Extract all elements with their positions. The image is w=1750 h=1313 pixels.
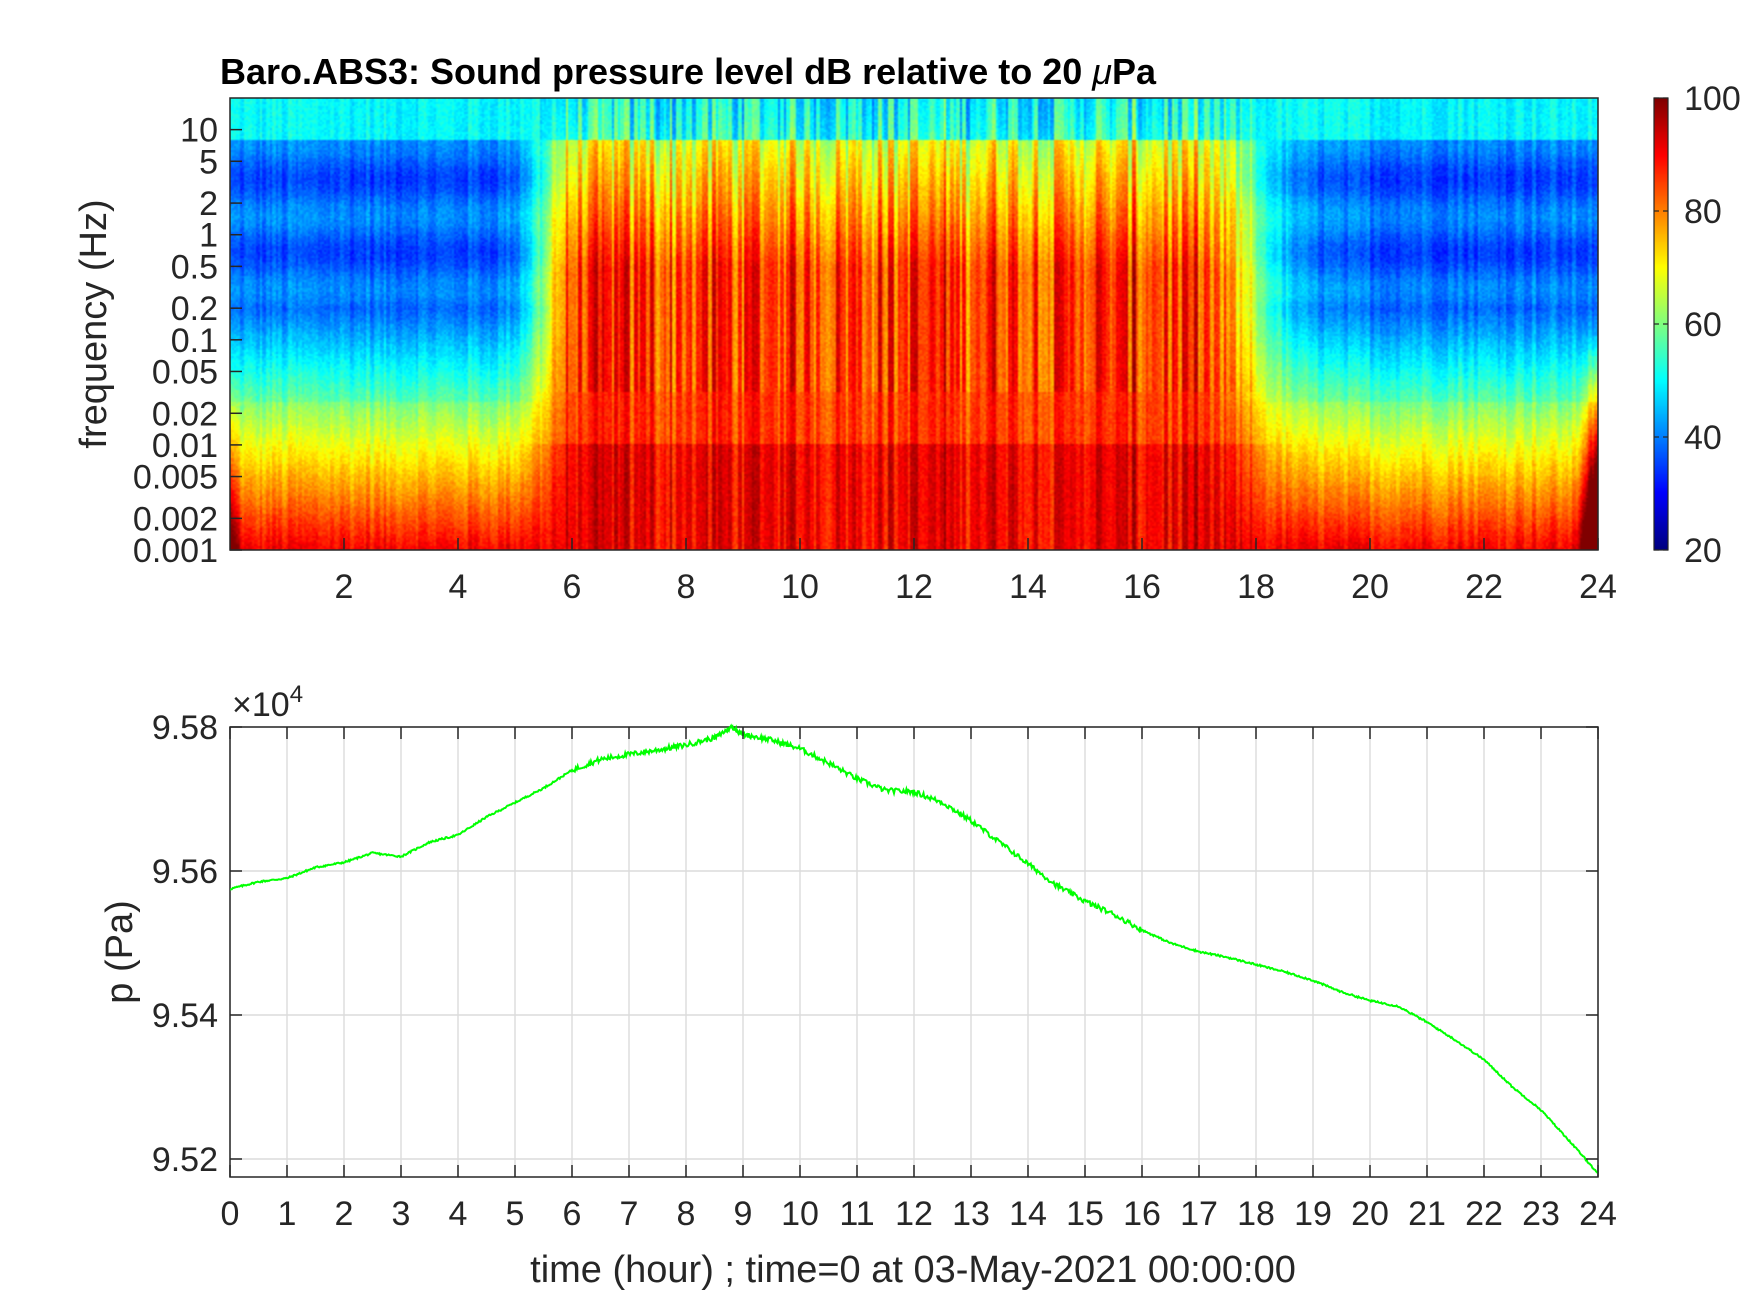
pressure-x-tick-label: 0: [221, 1195, 240, 1233]
colorbar-ticks: 100 80 60 40 20: [1654, 80, 1741, 570]
spectrogram-y-tick-label: 0.05: [152, 353, 218, 391]
pressure-x-tick-label: 12: [895, 1195, 933, 1233]
pressure-x-tick-label: 7: [620, 1195, 639, 1233]
spectrogram-x-tick-label: 14: [1009, 568, 1047, 606]
pressure-x-tick-label: 15: [1066, 1195, 1104, 1233]
colorbar-tick-label: 20: [1684, 532, 1722, 570]
pressure-y-tick-label: 9.56: [152, 853, 218, 891]
pressure-x-tick-label: 22: [1465, 1195, 1503, 1233]
pressure-x-tick-label: 10: [781, 1195, 819, 1233]
pressure-x-tick-label: 21: [1408, 1195, 1446, 1233]
spectrogram-x-tick-label: 4: [449, 568, 468, 606]
pressure-y-exponent: ×104: [232, 681, 303, 724]
pressure-x-tick-label: 5: [506, 1195, 525, 1233]
spectrogram-y-tick-label: 0.002: [133, 500, 218, 538]
pressure-x-tick-label: 24: [1579, 1195, 1617, 1233]
pressure-x-tick-label: 2: [335, 1195, 354, 1233]
pressure-x-tick-label: 8: [677, 1195, 696, 1233]
pressure-x-tick-label: 14: [1009, 1195, 1047, 1233]
colorbar-tick-label: 60: [1684, 306, 1722, 344]
spectrogram-x-tick-label: 22: [1465, 568, 1503, 606]
pressure-y-ticks: 9.58 9.56 9.54 9.52: [152, 709, 1598, 1179]
spectrogram-y-tick-label: 0.01: [152, 427, 218, 465]
spectrogram-x-ticks: 2 4 6 8 10 12 14 16 18 20 22 24: [335, 538, 1617, 606]
pressure-x-tick-label: 19: [1294, 1195, 1332, 1233]
pressure-x-tick-label: 20: [1351, 1195, 1389, 1233]
spectrogram-y-tick-label: 0.02: [152, 395, 218, 433]
pressure-x-tick-label: 9: [734, 1195, 753, 1233]
spectrogram-x-tick-label: 24: [1579, 568, 1617, 606]
spectrogram-y-tick-label: 5: [199, 143, 218, 181]
colorbar-tick-label: 100: [1684, 80, 1741, 118]
spectrogram-y-tick-label: 0.001: [133, 532, 218, 570]
spectrogram-title: Baro.ABS3: Sound pressure level dB relat…: [220, 51, 1157, 92]
pressure-x-tick-label: 11: [839, 1195, 874, 1233]
spectrogram-y-axis-label: frequency (Hz): [73, 199, 115, 448]
pressure-y-tick-label: 9.58: [152, 709, 218, 747]
pressure-x-tick-label: 16: [1123, 1195, 1161, 1233]
colorbar-tick-label: 80: [1684, 193, 1722, 231]
pressure-y-axis-label: p (Pa): [99, 900, 141, 1003]
pressure-series-line: [230, 723, 1599, 1175]
pressure-x-axis-label: time (hour) ; time=0 at 03-May-2021 00:0…: [530, 1249, 1296, 1291]
spectrogram-y-tick-label: 2: [199, 185, 218, 223]
spectrogram-y-tick-label: 0.2: [171, 290, 218, 328]
spectrogram-x-tick-label: 10: [781, 568, 819, 606]
colorbar-tick-label: 40: [1684, 419, 1722, 457]
spectrogram-x-tick-label: 20: [1351, 568, 1389, 606]
pressure-x-tick-label: 4: [449, 1195, 468, 1233]
pressure-x-tick-label: 13: [952, 1195, 990, 1233]
spectrogram-x-tick-label: 8: [677, 568, 696, 606]
spectrogram-x-tick-label: 16: [1123, 568, 1161, 606]
spectrogram-x-tick-label: 12: [895, 568, 933, 606]
spectrogram-y-tick-label: 0.005: [133, 459, 218, 497]
pressure-x-tick-label: 6: [563, 1195, 582, 1233]
spectrogram-x-tick-label: 18: [1237, 568, 1275, 606]
spectrogram-x-tick-label: 6: [563, 568, 582, 606]
spectrogram-y-tick-label: 0.5: [171, 248, 218, 286]
spectrogram-y-tick-label: 10: [180, 112, 218, 150]
spectrogram-y-tick-label: 1: [199, 217, 218, 255]
spectrogram-y-tick-label: 0.1: [171, 322, 218, 360]
pressure-x-tick-label: 17: [1180, 1195, 1218, 1233]
pressure-y-tick-label: 9.52: [152, 1141, 218, 1179]
spectrogram-image: [230, 98, 1598, 550]
pressure-x-tick-label: 3: [392, 1195, 411, 1233]
pressure-x-tick-label: 1: [278, 1195, 297, 1233]
pressure-y-tick-label: 9.54: [152, 997, 218, 1035]
pressure-x-tick-label: 18: [1237, 1195, 1275, 1233]
spectrogram-y-ticks: 105 210.5 0.20.10.05 0.020.010.0050.0020.00…: [133, 112, 242, 570]
pressure-x-ticks: 0 1 2 3 4 5 6 7 8 9 10 11 12 13 14 15 16 17 18 19 20 21 22 23 24: [221, 727, 1617, 1233]
spectrogram-x-tick-label: 2: [335, 568, 354, 606]
pressure-x-tick-label: 23: [1522, 1195, 1560, 1233]
spectrogram-frame: [229, 97, 1599, 551]
